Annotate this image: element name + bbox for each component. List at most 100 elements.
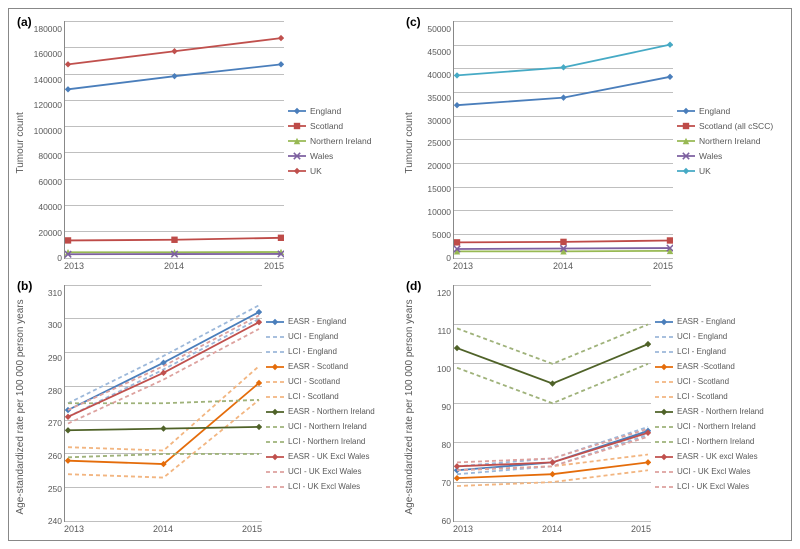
y-tick: 20000 <box>28 229 62 238</box>
y-tick: 5000 <box>417 231 451 240</box>
legend-label: UCI - Northern Ireland <box>288 423 367 432</box>
legend-item: Wales <box>677 150 785 162</box>
panel-a: (a) Tumour count 18000016000014000012000… <box>13 13 398 273</box>
legend-item: UCI - England <box>266 331 396 343</box>
y-tick: 160000 <box>28 50 62 59</box>
legend-swatch <box>266 376 284 388</box>
y-tick: 40000 <box>417 71 451 80</box>
legend-label: UCI - Scotland <box>677 378 729 387</box>
legend-swatch <box>655 436 673 448</box>
legend-item: LCI - Northern Ireland <box>266 436 396 448</box>
y-tick: 260 <box>28 452 62 461</box>
panel-b-legend: EASR - England UCI - England LCI - England… <box>262 277 398 537</box>
y-tick: 120 <box>417 289 451 298</box>
legend-swatch <box>655 421 673 433</box>
legend-item: England <box>677 105 785 117</box>
legend-swatch <box>677 105 695 117</box>
legend-label: EASR - Northern Ireland <box>677 408 764 417</box>
y-tick: 290 <box>28 354 62 363</box>
legend-swatch <box>266 331 284 343</box>
legend-swatch <box>677 150 695 162</box>
legend-item: LCI - England <box>655 346 785 358</box>
legend-label: EASR -Scotland <box>677 363 735 372</box>
y-tick: 60 <box>417 517 451 526</box>
y-tick: 300 <box>28 321 62 330</box>
panel-d-chart: 12011010090807060 201320142015 <box>417 277 651 537</box>
legend-item: EASR - Northern Ireland <box>655 406 785 418</box>
y-tick: 180000 <box>28 25 62 34</box>
legend-swatch <box>288 105 306 117</box>
legend-swatch <box>677 165 695 177</box>
legend-swatch <box>655 361 673 373</box>
legend-item: LCI - UK Excl Wales <box>266 481 396 493</box>
y-tick: 60000 <box>28 178 62 187</box>
panel-b-chart: 310300290280270260250240 201320142015 <box>28 277 262 537</box>
legend-swatch <box>266 406 284 418</box>
panel-a-chart: 1800001600001400001200001000008000060000… <box>28 13 284 273</box>
legend-label: LCI - Scotland <box>288 393 339 402</box>
y-tick: 250 <box>28 485 62 494</box>
legend-label: LCI - Northern Ireland <box>288 438 365 447</box>
y-tick: 80000 <box>28 152 62 161</box>
legend-swatch <box>288 150 306 162</box>
legend-item: LCI - England <box>266 346 396 358</box>
x-tick: 2015 <box>211 261 284 273</box>
panel-a-legend: EnglandScotlandNorthern IrelandWalesUK <box>284 13 398 273</box>
legend-item: Northern Ireland <box>677 135 785 147</box>
legend-item: EASR - England <box>266 316 396 328</box>
legend-item: LCI - Scotland <box>655 391 785 403</box>
legend-swatch <box>288 135 306 147</box>
panel-d: (d) Age-standardized rate per 100 000 pe… <box>402 277 787 537</box>
legend-item: UK <box>288 165 396 177</box>
y-tick: 30000 <box>417 117 451 126</box>
legend-item: UCI - UK Excl Wales <box>266 466 396 478</box>
legend-item: LCI - Northern Ireland <box>655 436 785 448</box>
legend-item: UCI - Northern Ireland <box>655 421 785 433</box>
y-tick: 10000 <box>417 208 451 217</box>
legend-label: Northern Ireland <box>699 137 760 146</box>
panel-d-label: (d) <box>406 279 421 293</box>
panel-d-ylabel: Age-standardized rate per 100 000 person… <box>402 277 417 537</box>
legend-item: UK <box>677 165 785 177</box>
legend-swatch <box>655 376 673 388</box>
x-tick: 2015 <box>585 524 651 536</box>
panel-c-ylabel: Tumour count <box>402 13 417 273</box>
panel-b: (b) Age-standardized rate per 100 000 pe… <box>13 277 398 537</box>
legend-swatch <box>266 391 284 403</box>
legend-label: EASR - UK Excl Wales <box>288 453 370 462</box>
legend-swatch <box>266 466 284 478</box>
x-tick: 2013 <box>453 524 519 536</box>
y-tick: 100000 <box>28 127 62 136</box>
x-tick: 2015 <box>600 261 673 273</box>
legend-item: Scotland <box>288 120 396 132</box>
panel-c: (c) Tumour count 50000450004000035000300… <box>402 13 787 273</box>
x-tick: 2014 <box>130 524 196 536</box>
legend-label: LCI - Scotland <box>677 393 728 402</box>
y-tick: 35000 <box>417 94 451 103</box>
legend-label: LCI - England <box>677 348 726 357</box>
legend-label: EASR - England <box>677 318 735 327</box>
legend-swatch <box>288 165 306 177</box>
legend-swatch <box>266 421 284 433</box>
y-tick: 25000 <box>417 139 451 148</box>
legend-swatch <box>655 406 673 418</box>
y-tick: 100 <box>417 365 451 374</box>
legend-item: EASR -Scotland <box>655 361 785 373</box>
x-tick: 2013 <box>64 524 130 536</box>
panel-b-label: (b) <box>17 279 32 293</box>
legend-swatch <box>266 361 284 373</box>
legend-label: England <box>699 107 730 116</box>
legend-item: EASR - UK Excl Wales <box>266 451 396 463</box>
legend-item: UCI - Scotland <box>655 376 785 388</box>
legend-label: LCI - Northern Ireland <box>677 438 754 447</box>
legend-swatch <box>655 346 673 358</box>
legend-item: EASR - Scotland <box>266 361 396 373</box>
legend-label: England <box>310 107 341 116</box>
legend-label: Wales <box>699 152 722 161</box>
legend-item: UCI - UK Excl Wales <box>655 466 785 478</box>
legend-item: UCI - Scotland <box>266 376 396 388</box>
y-tick: 40000 <box>28 203 62 212</box>
x-tick: 2014 <box>519 524 585 536</box>
y-tick: 240 <box>28 517 62 526</box>
legend-swatch <box>266 316 284 328</box>
